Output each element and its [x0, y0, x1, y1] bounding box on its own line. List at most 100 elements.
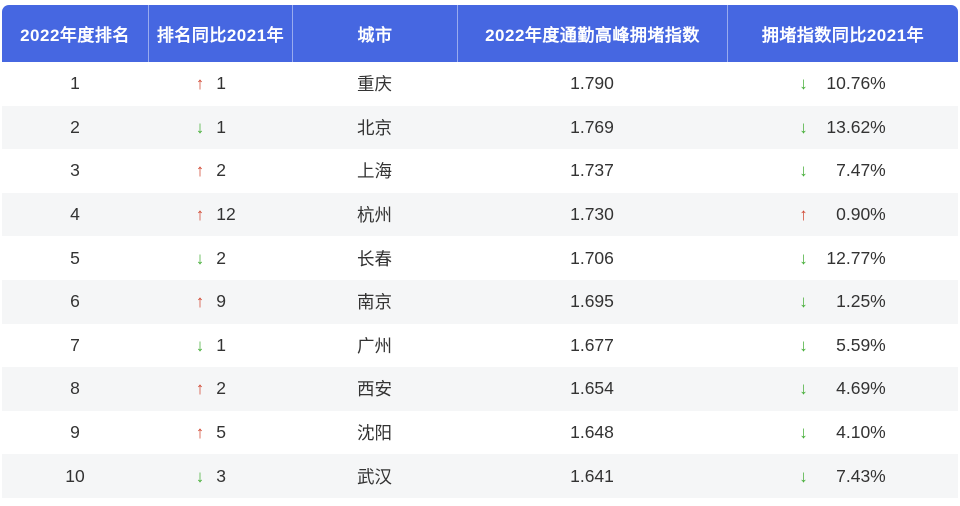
rank-change-cell: ↑ 5 — [148, 411, 292, 455]
index-cell: 1.695 — [457, 280, 727, 324]
rank-value: 6 — [70, 291, 80, 312]
index-change-value: 12.77% — [826, 247, 886, 268]
rank-change-value: 2 — [216, 160, 226, 181]
city-name: 西安 — [357, 379, 392, 400]
index-value: 1.769 — [570, 116, 614, 137]
city-cell: 杭州 — [292, 193, 457, 237]
rank-change-value: 3 — [216, 465, 226, 486]
index-change-value: 5.59% — [836, 334, 886, 355]
rank-cell: 4 — [2, 193, 148, 237]
index-change-value: 4.10% — [836, 422, 886, 443]
index-value: 1.648 — [570, 422, 614, 443]
index-change-value: 4.69% — [836, 378, 886, 399]
city-name: 南京 — [357, 292, 392, 313]
down-arrow-icon: ↓ — [195, 248, 205, 268]
down-arrow-icon: ↓ — [799, 161, 808, 181]
index-cell: 1.730 — [457, 193, 727, 237]
index-value: 1.730 — [570, 204, 614, 225]
down-arrow-icon: ↓ — [799, 117, 808, 137]
rank-change-cell: ↑ 2 — [148, 367, 292, 411]
city-name: 长春 — [357, 248, 392, 269]
congestion-ranking-table: 2022年度排名 排名同比2021年 城市 2022年度通勤高峰拥堵指数 拥堵指… — [2, 5, 958, 498]
table-row: 6 ↑ 9 南京 1.695 ↓ 1.25% — [2, 279, 958, 324]
table-header-row: 2022年度排名 排名同比2021年 城市 2022年度通勤高峰拥堵指数 拥堵指… — [2, 5, 958, 62]
up-arrow-icon: ↑ — [195, 74, 205, 94]
index-cell: 1.706 — [457, 236, 727, 280]
index-change-value: 10.76% — [826, 73, 886, 94]
rank-change-value: 1 — [216, 334, 226, 355]
rank-change-cell: ↓ 1 — [148, 324, 292, 368]
rank-cell: 7 — [2, 324, 148, 368]
rank-change-cell: ↓ 1 — [148, 106, 292, 150]
header-city: 城市 — [292, 5, 457, 62]
rank-value: 8 — [70, 378, 80, 399]
down-arrow-icon: ↓ — [799, 335, 808, 355]
index-cell: 1.790 — [457, 62, 727, 106]
rank-cell: 5 — [2, 236, 148, 280]
down-arrow-icon: ↓ — [799, 423, 808, 443]
city-cell: 上海 — [292, 149, 457, 193]
index-value: 1.695 — [570, 291, 614, 312]
index-change-cell: ↓ 4.10% — [727, 411, 958, 455]
city-cell: 西安 — [292, 367, 457, 411]
city-cell: 重庆 — [292, 62, 457, 106]
up-arrow-icon: ↑ — [195, 205, 205, 225]
up-arrow-icon: ↑ — [195, 292, 205, 312]
index-value: 1.737 — [570, 160, 614, 181]
index-change-cell: ↑ 0.90% — [727, 193, 958, 237]
city-name: 上海 — [357, 161, 392, 182]
table-row: 2 ↓ 1 北京 1.769 ↓ 13.62% — [2, 105, 958, 150]
rank-change-value: 1 — [216, 73, 226, 94]
city-name: 广州 — [357, 335, 392, 356]
table-row: 5 ↓ 2 长春 1.706 ↓ 12.77% — [2, 236, 958, 280]
index-change-value: 7.43% — [836, 465, 886, 486]
index-change-value: 7.47% — [836, 160, 886, 181]
index-value: 1.790 — [570, 73, 614, 94]
header-index-change: 拥堵指数同比2021年 — [727, 5, 958, 62]
rank-change-cell: ↑ 12 — [148, 193, 292, 237]
header-rank-change: 排名同比2021年 — [148, 5, 292, 62]
city-cell: 南京 — [292, 280, 457, 324]
rank-cell: 6 — [2, 280, 148, 324]
city-cell: 沈阳 — [292, 411, 457, 455]
rank-value: 10 — [65, 465, 85, 486]
index-change-cell: ↓ 4.69% — [727, 367, 958, 411]
table-row: 9 ↑ 5 沈阳 1.648 ↓ 4.10% — [2, 411, 958, 455]
up-arrow-icon: ↑ — [195, 423, 205, 443]
rank-change-value: 2 — [216, 247, 226, 268]
index-cell: 1.769 — [457, 106, 727, 150]
rank-value: 2 — [70, 116, 80, 137]
index-change-value: 1.25% — [836, 291, 886, 312]
rank-change-value: 9 — [216, 291, 226, 312]
table-row: 8 ↑ 2 西安 1.654 ↓ 4.69% — [2, 367, 958, 411]
index-change-cell: ↓ 5.59% — [727, 324, 958, 368]
down-arrow-icon: ↓ — [799, 74, 808, 94]
rank-change-cell: ↓ 2 — [148, 236, 292, 280]
header-rank: 2022年度排名 — [20, 26, 130, 45]
down-arrow-icon: ↓ — [195, 335, 205, 355]
index-change-value: 13.62% — [826, 116, 886, 137]
table-row: 1 ↑ 1 重庆 1.790 ↓ 10.76% — [2, 62, 958, 106]
city-name: 重庆 — [357, 74, 392, 95]
table-row: 7 ↓ 1 广州 1.677 ↓ 5.59% — [2, 324, 958, 368]
rank-change-value: 2 — [216, 378, 226, 399]
index-change-value: 0.90% — [836, 204, 886, 225]
index-value: 1.706 — [570, 247, 614, 268]
index-change-cell: ↓ 1.25% — [727, 280, 958, 324]
rank-cell: 2 — [2, 106, 148, 150]
rank-cell: 1 — [2, 62, 148, 106]
rank-change-cell: ↑ 2 — [148, 149, 292, 193]
rank-value: 4 — [70, 204, 80, 225]
down-arrow-icon: ↓ — [799, 466, 808, 486]
city-name: 沈阳 — [357, 423, 392, 444]
city-cell: 武汉 — [292, 454, 457, 498]
index-value: 1.654 — [570, 378, 614, 399]
index-cell: 1.654 — [457, 367, 727, 411]
city-name: 杭州 — [357, 205, 392, 226]
index-value: 1.641 — [570, 465, 614, 486]
index-change-cell: ↓ 13.62% — [727, 106, 958, 150]
rank-change-value: 12 — [216, 204, 236, 225]
city-name: 北京 — [357, 117, 392, 138]
index-cell: 1.641 — [457, 454, 727, 498]
rank-change-cell: ↑ 9 — [148, 280, 292, 324]
